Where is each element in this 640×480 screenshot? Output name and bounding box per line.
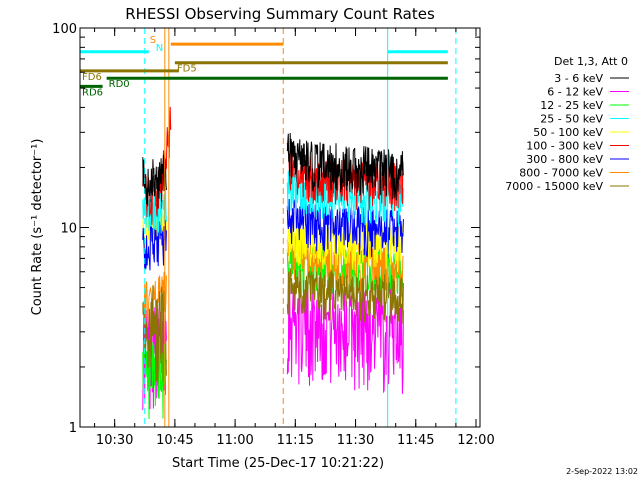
flag-label-3: FD5 bbox=[177, 64, 197, 75]
series-line-0-seg-0 bbox=[142, 154, 167, 209]
axis-layer: 10:30 10:45 11:00 11:15 11:30 11:45 12:00 1 10 10… bbox=[52, 22, 495, 448]
y-tick-label-1: 10 bbox=[60, 222, 77, 237]
y-tick-label-2: 100 bbox=[52, 22, 77, 37]
series-line-8-seg-1 bbox=[286, 268, 404, 324]
legend-label-7: 800 - 7000 keV bbox=[519, 167, 603, 180]
flag-marker-1: N bbox=[156, 43, 163, 54]
legend-label-4: 50 - 100 keV bbox=[533, 126, 603, 139]
series-line-5-seg-1 bbox=[286, 142, 404, 212]
legend-label-2: 12 - 25 keV bbox=[540, 99, 603, 112]
x-axis-label: Start Time (25-Dec-17 10:21:22) bbox=[172, 456, 384, 471]
series-line-8-seg-0 bbox=[142, 285, 167, 386]
chart-title: RHESSI Observing Summary Count Rates bbox=[125, 5, 435, 23]
footer-date: 2-Sep-2022 13:02 bbox=[566, 467, 638, 476]
y-axis-label: Count Rate (s⁻¹ detector⁻¹) bbox=[30, 139, 45, 316]
legend-label-8: 7000 - 15000 keV bbox=[505, 180, 603, 193]
series-line-6-seg-1 bbox=[286, 198, 404, 259]
series-line-1-seg-1 bbox=[286, 278, 404, 394]
x-tick-label-5: 11:45 bbox=[397, 433, 434, 448]
x-tick-label-0: 10:30 bbox=[96, 433, 133, 448]
x-tick-label-4: 11:30 bbox=[337, 433, 374, 448]
series-line-6-seg-0 bbox=[142, 219, 167, 271]
flag-label-6: RD6 bbox=[82, 87, 103, 98]
series-line-0-seg-1 bbox=[286, 132, 404, 201]
y-tick-label-0: 1 bbox=[69, 421, 77, 436]
legend-label-0: 3 - 6 keV bbox=[554, 72, 603, 85]
legend-title: Det 1,3, Att 0 bbox=[554, 55, 628, 68]
x-tick-label-6: 12:00 bbox=[457, 433, 494, 448]
series-line-7-seg-0 bbox=[142, 272, 167, 328]
plot-frame bbox=[79, 27, 481, 428]
flag-label-4: FD6 bbox=[82, 72, 102, 83]
flag-marker-0: S bbox=[150, 35, 156, 46]
data-layer bbox=[142, 106, 404, 420]
series-line-5-seg-0 bbox=[142, 106, 172, 225]
legend-label-6: 300 - 800 keV bbox=[526, 153, 603, 166]
x-tick-label-3: 11:15 bbox=[277, 433, 314, 448]
x-tick-label-1: 10:45 bbox=[156, 433, 193, 448]
flag-label-5: RD0 bbox=[109, 79, 130, 90]
legend-label-3: 25 - 50 keV bbox=[540, 113, 603, 126]
legend-label-1: 6 - 12 keV bbox=[547, 86, 603, 99]
x-tick-label-2: 11:00 bbox=[216, 433, 253, 448]
legend-label-5: 100 - 300 keV bbox=[526, 140, 603, 153]
